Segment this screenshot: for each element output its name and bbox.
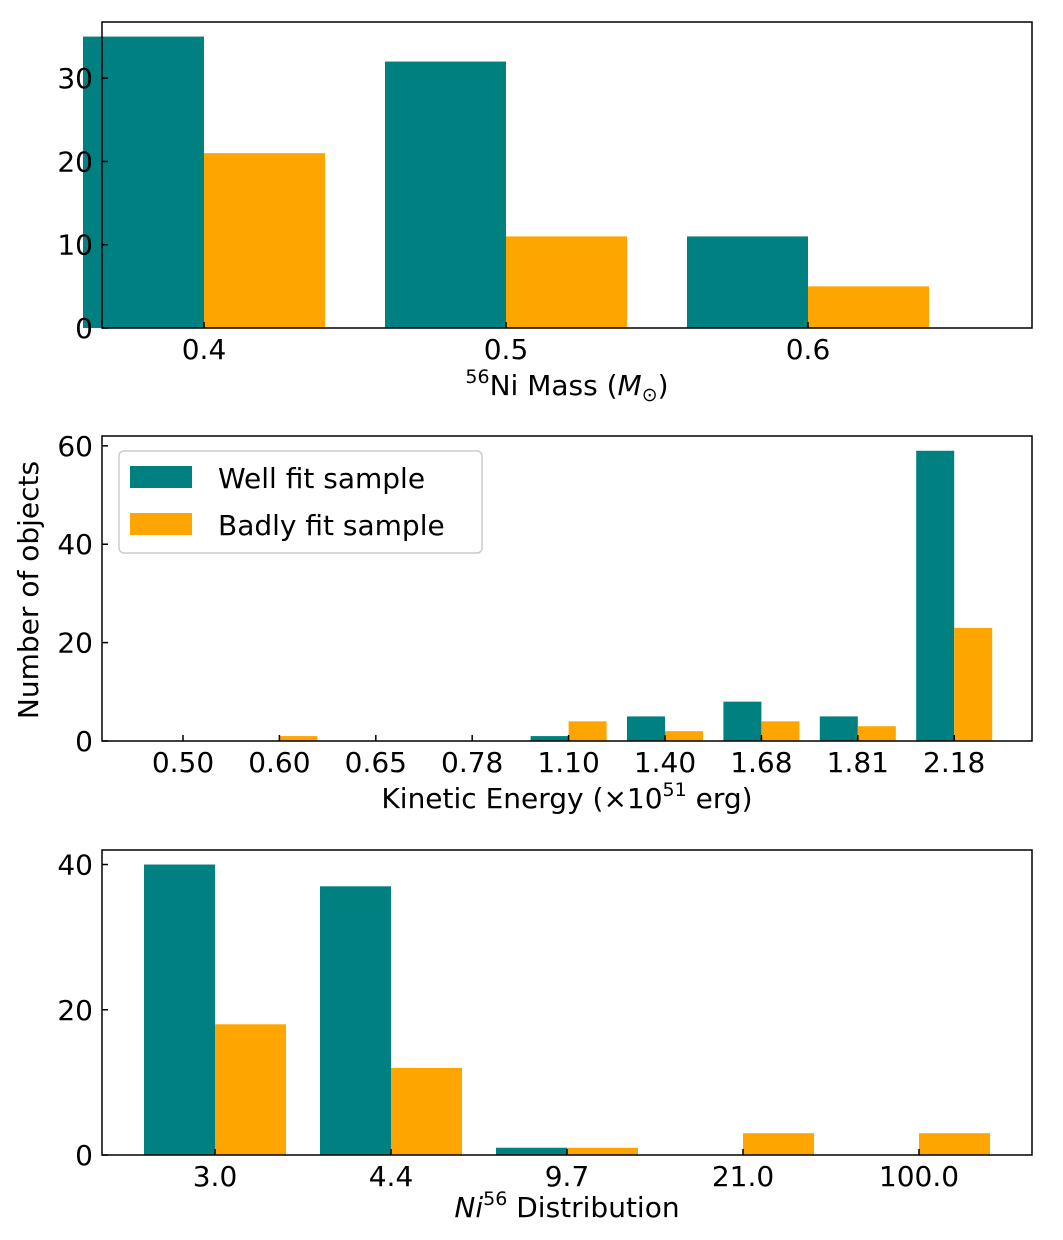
xlabel-sub: ⊙ [642, 384, 658, 406]
x-tick-label: 4.4 [369, 1160, 414, 1193]
bar-badly-fit-0.4 [204, 153, 325, 328]
legend: Well fit sample Badly fit sample [118, 450, 483, 554]
y-tick-label: 30 [57, 62, 93, 95]
y-tick-label: 0 [75, 1139, 93, 1172]
x-tick-label: 9.7 [545, 1160, 590, 1193]
y-tick-label: 0 [75, 725, 93, 758]
x-tick-label: 1.68 [730, 746, 792, 779]
x-axis-label-kinetic-energy: Kinetic Energy (×1051 erg) [381, 779, 752, 815]
plot-frame [101, 849, 1033, 1156]
xlabel-close: erg) [687, 782, 753, 815]
bar-badly-fit-0.6 [808, 286, 929, 328]
x-axis-label-nickel-mass: 56Ni Mass (M⊙) [465, 366, 668, 406]
bar-badly-fit-1.10 [568, 721, 607, 741]
bar-well-fit-1.10 [530, 736, 569, 741]
xlabel-sup: 56 [465, 366, 489, 388]
bar-badly-fit-1.40 [665, 731, 703, 741]
x-tick-label: 100.0 [879, 1160, 959, 1193]
xlabel-main: Kinetic Energy (×10 [381, 782, 662, 815]
y-tick-label: 10 [57, 229, 93, 262]
bar-well-fit-0.5 [385, 61, 506, 328]
y-tick-label: 0 [75, 312, 93, 345]
bar-well-fit-0.4 [83, 36, 204, 328]
bar-badly-fit-3.0 [215, 1024, 286, 1155]
panel-nickel-distribution: 3.0 4.4 9.7 21.0 100.0 0 20 40 [57, 849, 1033, 1193]
y-tick-label: 20 [57, 994, 93, 1027]
x-tick-label: 1.81 [827, 746, 889, 779]
legend-label-well-fit: Well fit sample [218, 462, 425, 495]
xlabel-ital: M [618, 369, 642, 402]
xlabel-close: ) [658, 369, 669, 402]
xlabel-sup: 56 [483, 1188, 507, 1210]
xlabel-main: Distribution [507, 1191, 679, 1224]
bar-well-fit-0.6 [687, 236, 808, 328]
xlabel-sup: 51 [663, 779, 687, 801]
x-tick-label: 0.6 [786, 333, 831, 366]
panel-nickel-mass: 0.4 0.5 0.6 0 10 20 30 [57, 21, 1033, 366]
x-tick-label: 1.40 [634, 746, 696, 779]
bar-badly-fit-1.68 [761, 721, 800, 741]
x-tick-label: 2.18 [923, 746, 985, 779]
x-tick-label: 1.10 [537, 746, 599, 779]
x-tick-label: 0.5 [484, 333, 529, 366]
xlabel-ital: Ni [454, 1191, 483, 1224]
bar-well-fit-2.18 [916, 450, 955, 741]
y-tick-label: 20 [57, 145, 93, 178]
x-tick-label: 0.50 [152, 746, 214, 779]
shared-y-axis-label: Number of objects [12, 461, 45, 719]
bar-badly-fit-100.0 [919, 1133, 990, 1155]
x-tick-label: 0.78 [441, 746, 503, 779]
legend-label-badly-fit: Badly fit sample [218, 509, 445, 542]
y-tick-label: 40 [57, 849, 93, 882]
y-tick-label: 20 [57, 627, 93, 660]
bar-well-fit-4.4 [320, 886, 391, 1155]
plot-frame [101, 21, 1033, 329]
bar-badly-fit-1.81 [857, 726, 896, 741]
x-tick-label: 21.0 [712, 1160, 774, 1193]
x-tick-label: 3.0 [193, 1160, 238, 1193]
x-tick-label: 0.65 [345, 746, 407, 779]
panel-kinetic-energy: 0.50 0.60 0.65 0.78 1.10 1.40 1.68 1.81 2.18 0 20 4… [57, 430, 1033, 779]
bar-well-fit-1.81 [819, 716, 858, 741]
plot-frame [101, 435, 1033, 742]
bar-badly-fit-0.60 [279, 736, 318, 741]
y-tick-label: 40 [57, 528, 93, 561]
legend-swatch-well-fit [130, 466, 192, 488]
bar-badly-fit-2.18 [954, 627, 993, 741]
legend-frame [118, 450, 483, 554]
bar-badly-fit-4.4 [391, 1067, 462, 1155]
bar-well-fit-1.68 [723, 701, 762, 741]
bar-badly-fit-21.0 [743, 1133, 814, 1155]
bar-well-fit-3.0 [144, 864, 215, 1155]
y-tick-label: 60 [57, 430, 93, 463]
legend-swatch-badly-fit [130, 513, 192, 535]
bar-well-fit-9.7 [496, 1147, 567, 1155]
bar-badly-fit-9.7 [567, 1147, 638, 1155]
x-tick-label: 0.60 [248, 746, 310, 779]
bar-well-fit-1.40 [627, 716, 665, 741]
bar-badly-fit-0.5 [506, 236, 627, 328]
x-tick-label: 0.4 [182, 333, 227, 366]
x-axis-label-nickel-distribution: Ni56 Distribution [454, 1188, 679, 1224]
xlabel-main: Ni Mass ( [490, 369, 618, 402]
